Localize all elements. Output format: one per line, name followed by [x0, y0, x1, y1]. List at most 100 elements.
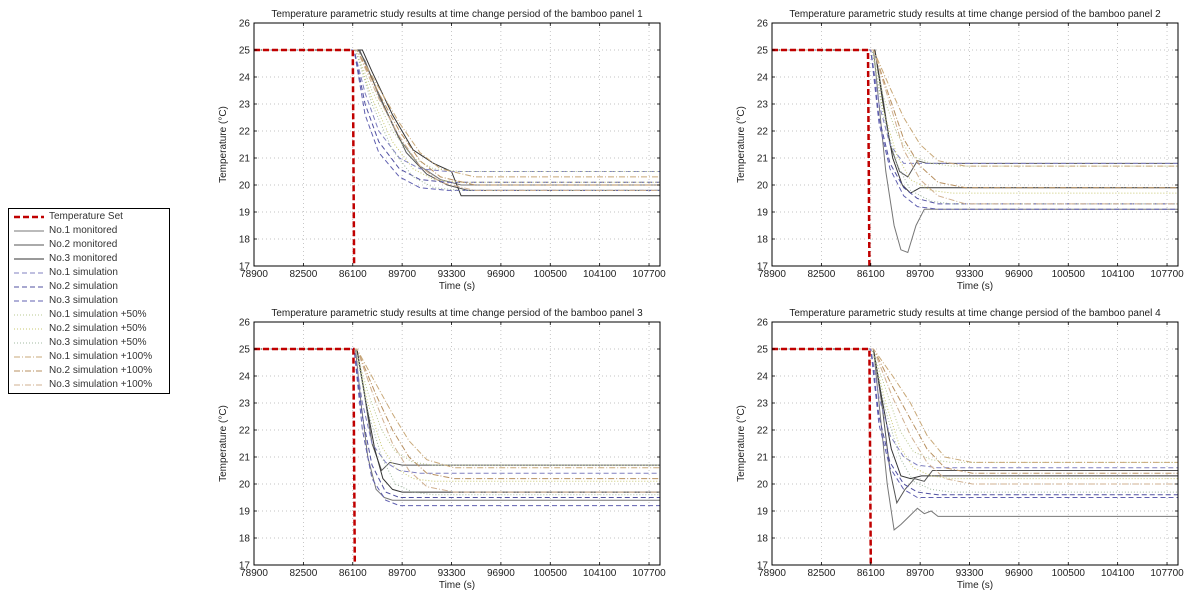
series-line-no-1-simulation-100 [254, 348, 660, 469]
x-tick-label: 86100 [857, 269, 885, 280]
chart-panel-3: 78900 82500 86100 89700 93300 96900 100500 1041… [218, 308, 666, 591]
y-axis-label: Temperature (°C) [736, 405, 747, 482]
plot-area [772, 23, 1178, 266]
y-tick-label: 23 [757, 399, 769, 410]
y-axis-label: Temperature (°C) [736, 106, 747, 183]
series-line-no-3-simulation-50 [772, 49, 1178, 205]
x-tick-label: 100500 [1052, 269, 1086, 280]
chart-panel-1: 78900 82500 86100 89700 93300 96900 100500 1041… [218, 9, 666, 292]
series-line-no-2-simulation-50 [772, 348, 1178, 480]
series-line-no-2-simulation [772, 348, 1178, 496]
legend-swatch [14, 356, 44, 358]
series-line-no-1-simulation-100 [772, 348, 1178, 463]
x-tick-label: 78900 [758, 568, 786, 579]
series-line-no-2-simulation-100 [772, 348, 1178, 474]
series-line-no-1-monitored [772, 348, 1178, 531]
y-tick-label: 20 [239, 181, 251, 192]
x-tick-label: 104100 [1101, 269, 1135, 280]
y-tick-label: 19 [757, 507, 769, 518]
y-tick-label: 25 [757, 345, 769, 356]
y-tick-label: 18 [757, 235, 769, 246]
y-tick-label: 18 [239, 534, 251, 545]
series-line-no-1-simulation-50 [772, 348, 1178, 463]
series-line-temperature-set [772, 347, 873, 565]
y-tick-label: 20 [757, 480, 769, 491]
legend-label: No.3 simulation +100% [49, 379, 153, 390]
series-line-no-1-monitored [772, 49, 1178, 254]
series-line-no-2-simulation-50 [772, 49, 1178, 194]
y-tick-label: 23 [757, 100, 769, 111]
series-line-no-3-simulation [254, 49, 660, 191]
series-line-temperature-set [772, 48, 871, 266]
y-tick-label: 18 [757, 534, 769, 545]
series-group [254, 48, 660, 266]
legend-label: No.2 simulation +50% [49, 323, 147, 334]
series-line-no-2-simulation [772, 49, 1178, 205]
legend-label: No.3 monitored [49, 253, 118, 264]
series-line-no-1-simulation [254, 348, 660, 474]
y-tick-label: 20 [757, 181, 769, 192]
y-tick-label: 21 [239, 154, 251, 165]
y-tick-label: 22 [757, 127, 769, 138]
series-line-temperature-set [254, 48, 356, 266]
series-line-no-3-monitored [254, 348, 660, 493]
x-tick-label: 89700 [388, 568, 416, 579]
series-line-no-2-simulation [254, 348, 660, 498]
series-line-no-1-simulation-50 [772, 49, 1178, 167]
legend-swatch [14, 286, 44, 288]
legend-swatch [14, 230, 44, 232]
legend-label: No.2 simulation +100% [49, 365, 153, 376]
series-line-no-3-simulation [254, 348, 660, 507]
x-tick-label: 78900 [758, 269, 786, 280]
legend-swatch [14, 258, 44, 260]
series-line-no-3-simulation-50 [254, 49, 660, 191]
x-axis-label: Time (s) [439, 580, 475, 591]
legend-label: No.1 simulation +50% [49, 309, 147, 320]
y-tick-label: 24 [757, 372, 769, 383]
x-tick-label: 86100 [339, 269, 367, 280]
chart-title: Temperature parametric study results at … [789, 9, 1161, 20]
y-tick-label: 23 [239, 100, 251, 111]
x-tick-label: 93300 [956, 568, 984, 579]
plot-area [254, 322, 660, 565]
series-line-no-3-simulation-50 [772, 348, 1178, 493]
y-axis-label: Temperature (°C) [218, 106, 229, 183]
legend-label: No.3 simulation +50% [49, 337, 147, 348]
y-tick-label: 19 [239, 507, 251, 518]
legend-item: No.1 simulation +50% [9, 308, 169, 322]
series-line-no-3-simulation-100 [254, 348, 660, 493]
legend-swatch [14, 370, 44, 372]
series-line-no-3-simulation-100 [772, 49, 1178, 205]
x-axis-label: Time (s) [439, 281, 475, 292]
y-tick-label: 25 [239, 345, 251, 356]
y-tick-label: 17 [239, 262, 251, 273]
x-tick-label: 82500 [289, 568, 317, 579]
x-tick-label: 104100 [583, 269, 617, 280]
plot-area [254, 23, 660, 266]
x-tick-label: 78900 [240, 568, 268, 579]
y-tick-label: 21 [757, 453, 769, 464]
x-tick-label: 107700 [1150, 568, 1184, 579]
x-tick-label: 96900 [487, 568, 515, 579]
legend-swatch [14, 300, 44, 302]
axes-frame [771, 22, 1179, 267]
y-tick-label: 22 [757, 426, 769, 437]
y-tick-label: 26 [757, 19, 769, 30]
x-tick-label: 86100 [857, 568, 885, 579]
x-tick-label: 107700 [632, 568, 666, 579]
legend-item: No.2 monitored [9, 238, 169, 252]
x-tick-label: 96900 [487, 269, 515, 280]
chart-title: Temperature parametric study results at … [271, 9, 643, 20]
legend-item: No.2 simulation +50% [9, 322, 169, 336]
series-line-no-3-simulation [772, 348, 1178, 498]
x-tick-label: 86100 [339, 568, 367, 579]
series-line-temperature-set [254, 347, 357, 565]
chart-title: Temperature parametric study results at … [271, 308, 643, 319]
legend-swatch [14, 244, 44, 246]
series-group [772, 48, 1178, 266]
legend-swatch [14, 328, 44, 330]
y-tick-label: 21 [239, 453, 251, 464]
y-tick-label: 20 [239, 480, 251, 491]
legend-item: No.1 simulation [9, 266, 169, 280]
y-tick-label: 22 [239, 426, 251, 437]
